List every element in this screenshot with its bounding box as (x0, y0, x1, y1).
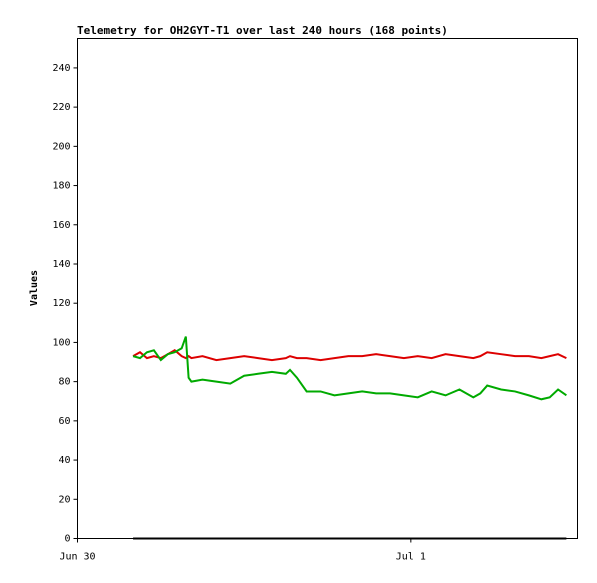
y-tick-label: 80 (58, 377, 70, 388)
y-tick-label: 0 (64, 534, 70, 545)
y-tick-label: 180 (52, 181, 70, 192)
chart-title: Telemetry for OH2GYT-T1 over last 240 ho… (77, 24, 448, 37)
y-tick-label: 100 (52, 337, 70, 348)
y-tick-label: 120 (52, 298, 70, 309)
series-line (132, 349, 567, 362)
y-tick-label: 40 (58, 455, 70, 466)
x-tick-label: Jun 30 (59, 552, 95, 563)
y-tick-label: 160 (52, 220, 70, 231)
y-tick-label: 240 (52, 63, 70, 74)
series-line (132, 336, 567, 401)
y-tick-label: 200 (52, 141, 70, 152)
y-tick-label: 220 (52, 102, 70, 113)
y-tick-label: 20 (58, 494, 70, 505)
y-axis-label: Values (29, 270, 40, 306)
plot-frame (77, 38, 578, 539)
y-tick-label: 140 (52, 259, 70, 270)
y-tick-label: 60 (58, 416, 70, 427)
x-tick-label: Jul 1 (396, 552, 426, 563)
